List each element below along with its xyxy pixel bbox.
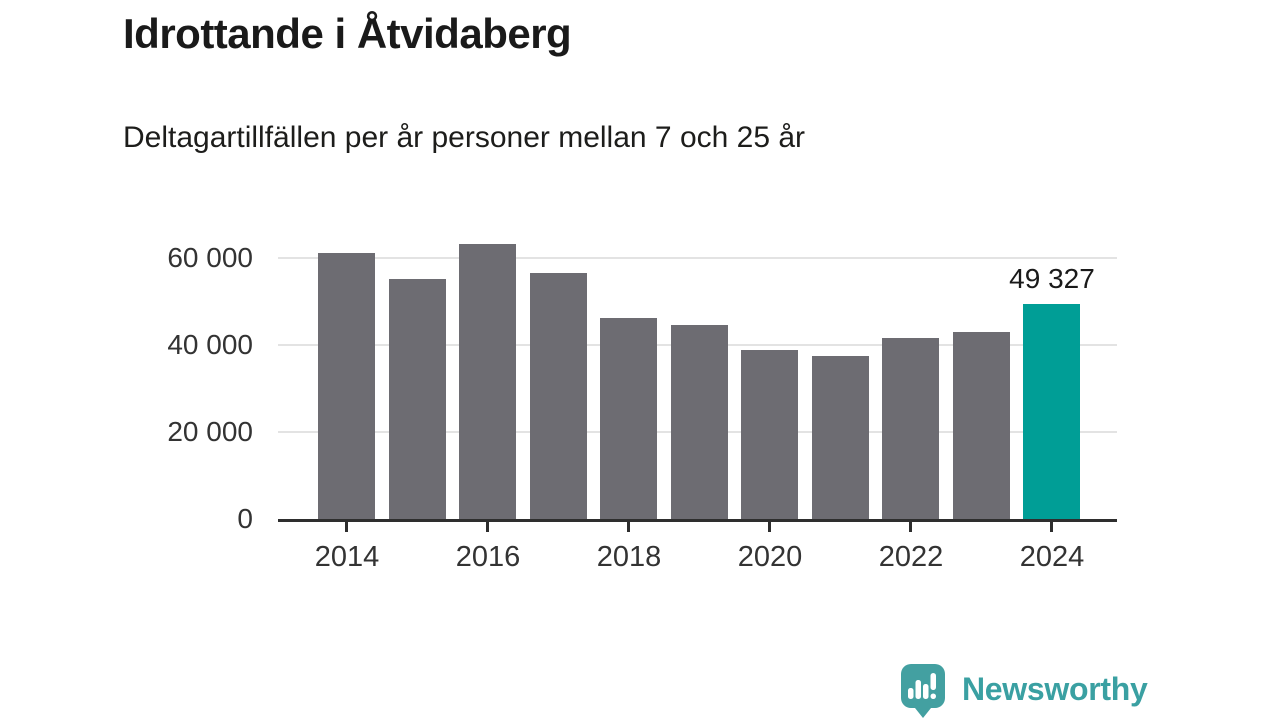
x-tick-label-2024: 2024 — [1019, 541, 1085, 573]
chart-title: Idrottande i Åtvidaberg — [123, 10, 572, 57]
x-tick-mark-2020 — [768, 522, 771, 532]
y-tick-label-40000: 40 000 — [167, 329, 253, 360]
gridline-60000 — [278, 257, 1117, 259]
x-tick-mark-2014 — [345, 522, 348, 532]
x-tick-mark-2018 — [627, 522, 630, 532]
brand-footer: Newsworthy — [897, 661, 1148, 718]
bar-2017 — [530, 273, 587, 519]
x-tick-mark-2022 — [909, 522, 912, 532]
bar-2023 — [953, 332, 1010, 519]
x-tick-label-2014: 2014 — [314, 541, 380, 573]
bar-2020 — [741, 350, 798, 519]
logo-bar-3 — [923, 684, 929, 699]
x-tick-label-2018: 2018 — [596, 541, 662, 573]
bar-2014 — [318, 253, 375, 519]
x-tick-label-2022: 2022 — [878, 541, 944, 573]
x-tick-mark-2016 — [486, 522, 489, 532]
y-tick-label-60000: 60 000 — [167, 242, 253, 273]
x-tick-mark-2024 — [1050, 522, 1053, 532]
x-tick-label-2020: 2020 — [737, 541, 803, 573]
bar-2018 — [600, 318, 657, 519]
brand-name: Newsworthy — [962, 671, 1148, 707]
y-tick-label-20000: 20 000 — [167, 416, 253, 447]
logo-exclamation-dot — [930, 693, 936, 699]
logo-bar-1 — [908, 688, 914, 699]
bar-2019 — [671, 325, 728, 519]
x-tick-label-2016: 2016 — [455, 541, 521, 573]
logo-bar-2 — [915, 680, 921, 699]
bar-2021 — [812, 356, 869, 519]
bar-2016 — [459, 244, 516, 519]
newsworthy-logo-icon — [901, 664, 945, 718]
chart-subtitle: Deltagartillfällen per år personer mella… — [123, 121, 806, 154]
bar-2015 — [389, 279, 446, 519]
x-axis-line — [278, 519, 1117, 522]
bar-2024 — [1023, 304, 1080, 519]
highlight-value-label: 49 327 — [1009, 263, 1095, 294]
bar-2022 — [882, 338, 939, 519]
logo-exclamation-stem — [930, 673, 936, 690]
y-tick-label-0: 0 — [237, 503, 253, 534]
